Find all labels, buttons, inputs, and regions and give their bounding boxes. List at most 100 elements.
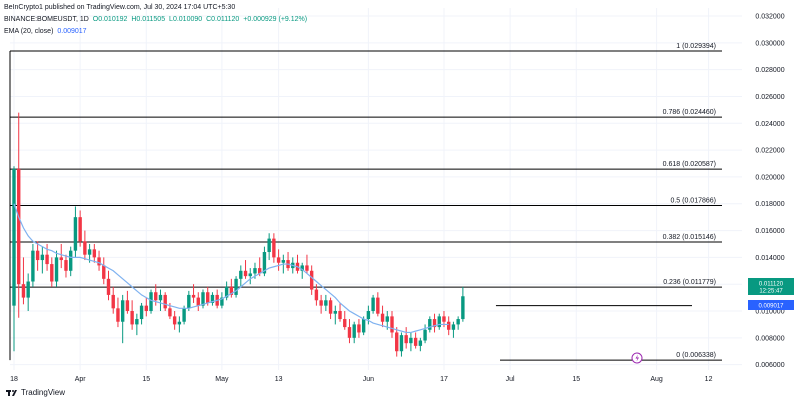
candle bbox=[172, 311, 177, 330]
candle-body bbox=[17, 168, 21, 285]
candle-body bbox=[163, 294, 167, 309]
candle bbox=[116, 297, 120, 328]
candle bbox=[97, 250, 101, 271]
tradingview-footer[interactable]: TradingView bbox=[6, 388, 65, 397]
candle-body bbox=[333, 311, 337, 314]
candle bbox=[102, 257, 106, 285]
y-tick-label: 0.016000 bbox=[755, 228, 784, 235]
y-tick-label: 0.014000 bbox=[755, 255, 784, 262]
candle bbox=[404, 327, 408, 349]
candle bbox=[45, 243, 49, 271]
candle bbox=[163, 292, 167, 312]
candle-body bbox=[154, 292, 158, 301]
x-tick-label: Aug bbox=[650, 376, 663, 383]
candle-body bbox=[149, 292, 153, 312]
price-badge bbox=[748, 278, 794, 295]
candle bbox=[357, 319, 361, 338]
lightning-icon[interactable] bbox=[631, 352, 643, 364]
candle-body bbox=[116, 308, 120, 322]
candle-body bbox=[168, 308, 172, 317]
candle bbox=[371, 294, 375, 314]
candle-body bbox=[120, 300, 125, 322]
candle bbox=[243, 260, 248, 279]
candle-body bbox=[272, 238, 276, 258]
ema-line: EMA (20, close) 0.009017 bbox=[4, 27, 89, 36]
y-tick-label: 0.018000 bbox=[755, 201, 784, 208]
candle-body bbox=[35, 250, 40, 261]
candle bbox=[461, 286, 465, 322]
candle bbox=[343, 311, 347, 330]
price-badge-countdown: 12:25:47 bbox=[759, 289, 783, 295]
candle bbox=[319, 294, 323, 314]
candle-body bbox=[220, 297, 224, 306]
candle-body bbox=[210, 294, 215, 303]
candle bbox=[437, 313, 441, 330]
candle-body bbox=[40, 254, 45, 261]
close-value: C0.011120 bbox=[206, 16, 240, 23]
candle-body bbox=[97, 257, 101, 266]
candle-body bbox=[451, 324, 456, 330]
candle bbox=[309, 265, 314, 295]
candle-body bbox=[206, 292, 210, 303]
candle bbox=[177, 316, 182, 333]
y-tick-label: 0.006000 bbox=[755, 362, 784, 369]
ema-badge-value: 0.009017 bbox=[758, 304, 784, 310]
candle-body bbox=[191, 294, 196, 298]
y-tick-label: 0.010000 bbox=[755, 309, 784, 316]
candle bbox=[196, 292, 200, 312]
candle-body bbox=[343, 319, 347, 328]
fib-level-label: 0.618 (0.020587) bbox=[663, 161, 716, 168]
candle-body bbox=[418, 340, 423, 346]
x-tick-label: 15 bbox=[572, 376, 580, 383]
candle bbox=[300, 262, 304, 279]
candle-body bbox=[371, 297, 375, 312]
candle-body bbox=[69, 250, 73, 271]
candle-body bbox=[111, 294, 115, 309]
candle-body bbox=[385, 316, 389, 322]
candle bbox=[17, 112, 21, 318]
candle-body bbox=[376, 297, 380, 314]
candle-body bbox=[328, 300, 333, 314]
candle-body bbox=[442, 316, 446, 322]
candle bbox=[328, 297, 333, 320]
candle-body bbox=[248, 273, 252, 277]
candle-body bbox=[182, 308, 186, 322]
candle-body bbox=[314, 289, 319, 301]
candle-body bbox=[83, 241, 87, 255]
fib-level-label: 0 (0.006338) bbox=[676, 352, 716, 359]
candle bbox=[314, 284, 319, 306]
change-value: +0.000929 (+9.12%) bbox=[243, 16, 308, 23]
candle bbox=[111, 286, 115, 314]
candle-body bbox=[64, 260, 68, 271]
candle bbox=[413, 332, 418, 349]
candle-body bbox=[243, 270, 248, 277]
candle bbox=[125, 290, 130, 314]
candle-body bbox=[390, 316, 394, 333]
candle-body bbox=[305, 265, 309, 271]
candle-body bbox=[267, 238, 271, 253]
candle bbox=[248, 268, 252, 285]
candle bbox=[220, 292, 224, 309]
candle-body bbox=[413, 337, 418, 346]
low-value: L0.010090 bbox=[169, 16, 203, 23]
candle bbox=[366, 305, 371, 325]
candle-body bbox=[158, 294, 163, 301]
candle bbox=[447, 316, 451, 336]
candle-body bbox=[12, 168, 16, 306]
open-value: O0.010192 bbox=[92, 16, 128, 23]
candle-body bbox=[437, 316, 441, 328]
candle bbox=[144, 297, 148, 317]
candle-body bbox=[258, 268, 262, 274]
candle bbox=[395, 327, 399, 357]
candle-body bbox=[324, 300, 328, 306]
y-axis: 0.032000 0.030000 0.028000 0.026000 0.024000… bbox=[755, 14, 784, 370]
candle bbox=[380, 305, 385, 328]
candle-body bbox=[187, 294, 191, 309]
candle bbox=[376, 292, 380, 317]
candle bbox=[267, 233, 271, 261]
x-tick-label: 13 bbox=[275, 376, 283, 383]
candle-body bbox=[239, 270, 243, 279]
candle-body bbox=[399, 335, 404, 352]
x-axis: 18 Apr 15 May 13 Jun 17 Jul 15 Aug 12 bbox=[10, 376, 712, 383]
